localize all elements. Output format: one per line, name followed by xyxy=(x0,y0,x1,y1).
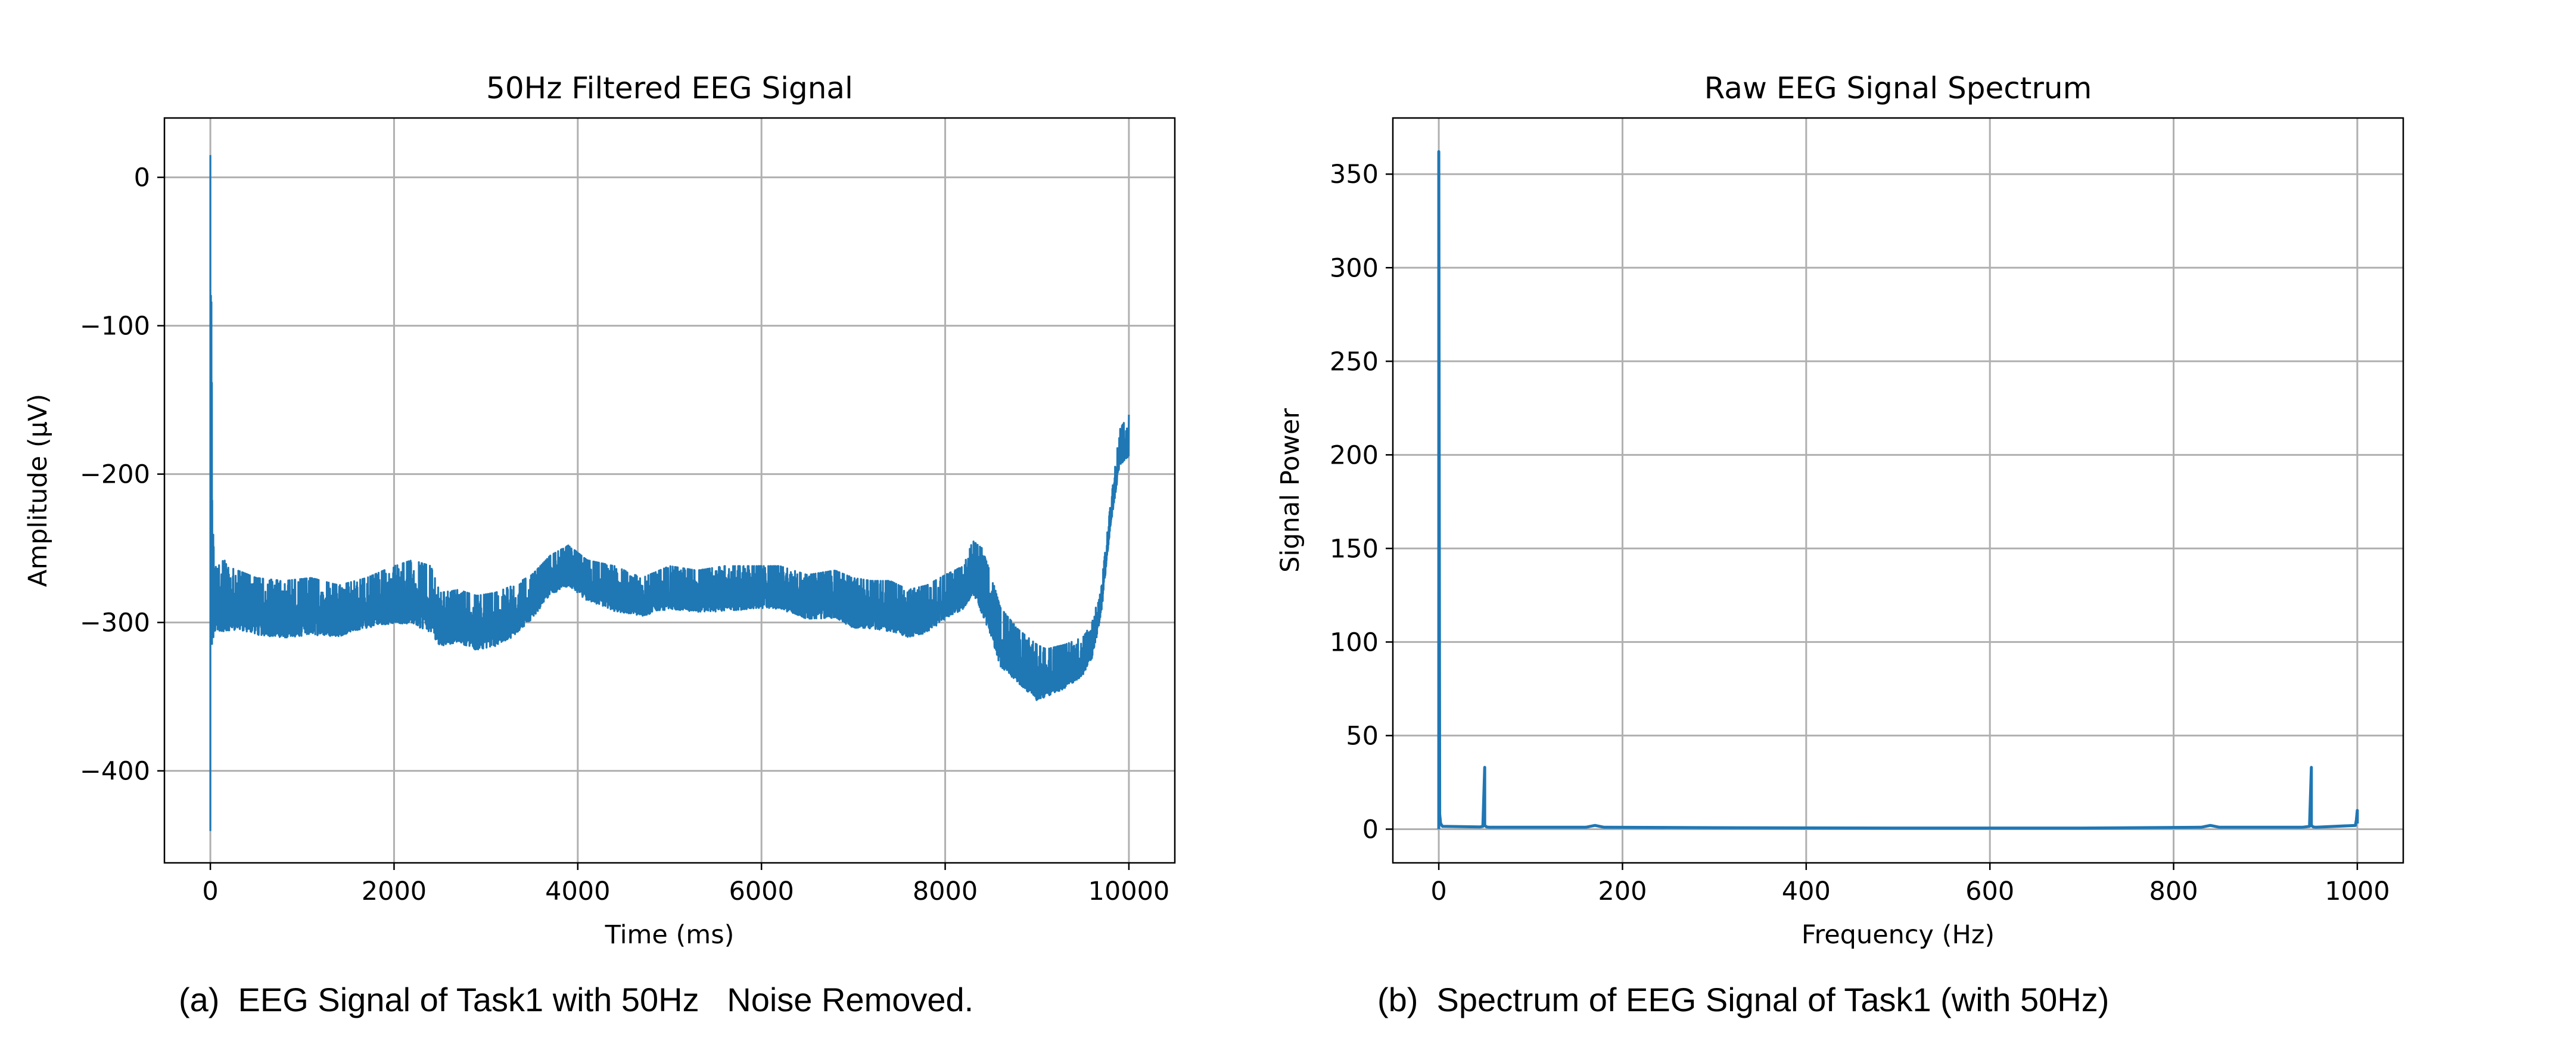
y-tick-label: 300 xyxy=(1330,253,1379,283)
y-tick-label: 0 xyxy=(134,163,150,193)
x-tick-label: 2000 xyxy=(362,877,427,906)
panel-b-series xyxy=(1437,150,2359,830)
panel-b-x-ticks: 0 200 400 600 800 1000 xyxy=(1430,863,2390,906)
panel-a-series xyxy=(209,155,1130,831)
panel-a-xlabel: Time (ms) xyxy=(605,920,735,950)
panel-b-ylabel: Signal Power xyxy=(1275,408,1305,573)
y-tick-label: −200 xyxy=(80,460,150,490)
panel-b-grid xyxy=(1393,118,2403,863)
x-tick-label: 200 xyxy=(1598,877,1647,906)
x-tick-label: 400 xyxy=(1782,877,1831,906)
x-tick-label: 600 xyxy=(1965,877,2014,906)
panel-a-ylabel: Amplitude (µV) xyxy=(23,394,53,587)
x-tick-label: 6000 xyxy=(729,877,794,906)
panel-a-frame xyxy=(163,117,1176,864)
x-tick-label: 0 xyxy=(1430,877,1446,906)
x-tick-label: 0 xyxy=(202,877,218,906)
y-tick-label: 0 xyxy=(1362,815,1379,844)
panel-b-y-ticks: 0 50 100 150 200 250 300 350 xyxy=(1330,160,1393,844)
y-tick-label: 200 xyxy=(1330,440,1379,470)
y-tick-label: −300 xyxy=(80,608,150,638)
x-tick-label: 10000 xyxy=(1088,877,1170,906)
caption-a: (a) EEG Signal of Task1 with 50Hz Noise … xyxy=(179,981,974,1018)
y-tick-label: 100 xyxy=(1330,627,1379,657)
series-line xyxy=(1437,150,2359,830)
x-tick-label: 800 xyxy=(2149,877,2198,906)
panel-a-y-ticks: 0 −100 −200 −300 −400 xyxy=(80,163,164,787)
series-line xyxy=(209,155,1130,831)
x-tick-label: 4000 xyxy=(545,877,610,906)
panel-b-title: Raw EEG Signal Spectrum xyxy=(1704,71,2092,105)
panel-a-chart: 50Hz Filtered EEG Signal 0 2000 4000 6000 80… xyxy=(23,71,1176,950)
panel-a-grid xyxy=(164,118,1175,863)
y-tick-label: 250 xyxy=(1330,347,1379,377)
panel-a-x-ticks: 0 2000 4000 6000 8000 10000 xyxy=(202,863,1169,906)
y-tick-label: 50 xyxy=(1346,721,1379,751)
panel-b-xlabel: Frequency (Hz) xyxy=(1802,920,1995,950)
y-tick-label: −400 xyxy=(80,757,150,787)
y-tick-label: 150 xyxy=(1330,534,1379,564)
caption-b: (b) Spectrum of EEG Signal of Task1 (wit… xyxy=(1377,981,2110,1018)
y-tick-label: 350 xyxy=(1330,160,1379,189)
panel-b-chart: Raw EEG Signal Spectrum 0 200 400 600 800 100… xyxy=(1275,71,2404,950)
panel-b-frame xyxy=(1392,117,2404,864)
y-tick-label: −100 xyxy=(80,312,150,341)
x-tick-label: 1000 xyxy=(2325,877,2390,906)
panel-a-title: 50Hz Filtered EEG Signal xyxy=(486,71,853,105)
x-tick-label: 8000 xyxy=(913,877,978,906)
